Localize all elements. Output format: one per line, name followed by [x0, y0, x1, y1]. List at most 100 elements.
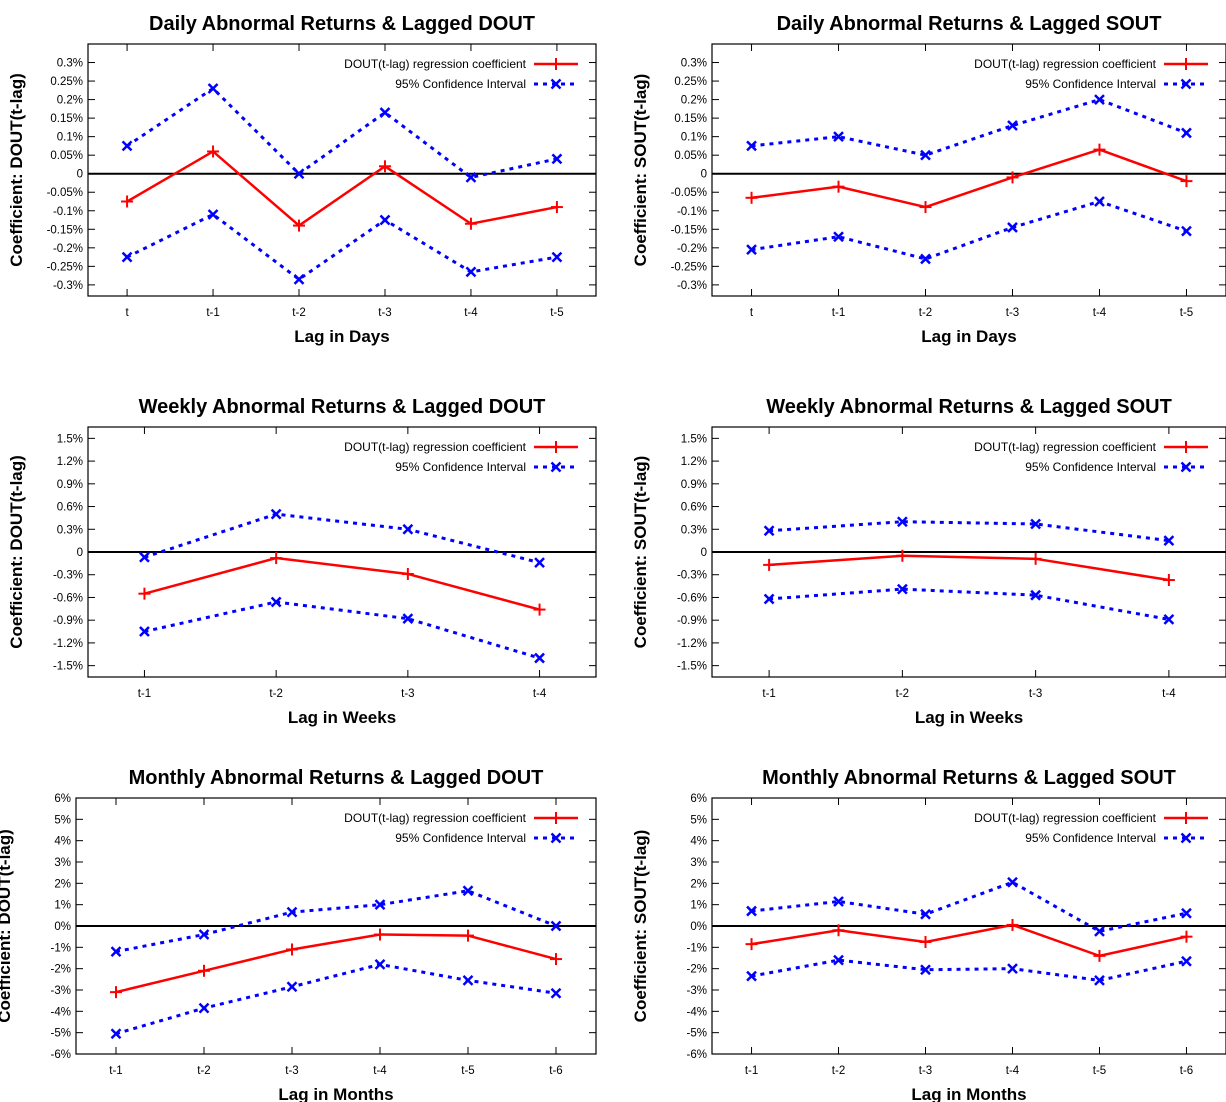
y-tick-label: 3% — [54, 857, 71, 869]
y-tick-label: 0.2% — [681, 95, 707, 107]
series-line-coefficient — [769, 554, 1170, 582]
series-line-ci_upper — [126, 86, 558, 180]
plot-frame — [87, 426, 597, 678]
y-tick-label: -6% — [687, 1049, 707, 1061]
x-tick-label: t-3 — [401, 688, 414, 700]
confidence-point — [551, 251, 563, 263]
series-line-ci_lower — [126, 212, 558, 282]
x-tick-label: t-1 — [832, 307, 845, 319]
confidence-point — [198, 1002, 210, 1014]
chart-panel-4: Weekly Abnormal Returns & Lagged SOUT Coe… — [631, 396, 1226, 727]
x-tick-label: t-2 — [896, 688, 909, 700]
series-line-ci_upper — [769, 520, 1170, 543]
y-tick-label: 0.25% — [50, 76, 83, 88]
y-tick-label: 0.15% — [50, 113, 83, 125]
coefficient-point — [1180, 930, 1193, 943]
coefficient-point — [1006, 918, 1019, 931]
y-tick-label: -1% — [687, 942, 707, 954]
chart-panel-3: Weekly Abnormal Returns & Lagged DOUT Coe… — [7, 396, 597, 727]
y-tick-label: -0.6% — [677, 592, 707, 604]
y-axis-label: Coefficient: SOUT(t-lag) — [631, 830, 650, 1023]
legend-coefficient-label: DOUT(t-lag) regression coefficient — [344, 57, 527, 71]
chart-panel-2: Daily Abnormal Returns & Lagged SOUT Coef… — [631, 13, 1226, 346]
y-tick-label: 0 — [77, 547, 83, 559]
y-tick-label: 6% — [690, 793, 707, 805]
y-tick-label: -0.3% — [53, 280, 83, 292]
coefficient-point — [550, 201, 563, 214]
y-tick-label: 1% — [54, 900, 71, 912]
y-tick-label: 1.5% — [57, 433, 83, 445]
series-line-coefficient — [751, 148, 1187, 209]
x-tick-label: t-6 — [1180, 1065, 1193, 1077]
y-tick-label: 5% — [54, 814, 71, 826]
series-line-coefficient — [115, 933, 557, 994]
x-tick-label: t — [750, 307, 754, 319]
x-tick-label: t-2 — [292, 307, 305, 319]
coefficient-point — [270, 552, 283, 565]
coefficient-point — [832, 924, 845, 937]
confidence-point — [550, 987, 562, 999]
y-tick-label: -0.3% — [677, 280, 707, 292]
y-tick-label: -1% — [51, 942, 71, 954]
confidence-point — [1094, 925, 1105, 937]
y-tick-label: -3% — [51, 985, 71, 997]
y-tick-label: -1.2% — [677, 638, 707, 650]
x-tick-label: t-4 — [1006, 1065, 1020, 1077]
plot-frame — [75, 797, 597, 1055]
series-line-coefficient — [144, 556, 540, 611]
coefficient-point — [745, 191, 758, 204]
coefficient-point — [533, 603, 546, 616]
confidence-point — [746, 244, 757, 256]
legend-coefficient-label: DOUT(t-lag) regression coefficient — [344, 811, 527, 825]
confidence-point — [1094, 975, 1105, 986]
x-tick-label: t-2 — [269, 688, 282, 700]
legend-ci-label: 95% Confidence Interval — [395, 460, 526, 474]
y-axis-label: Coefficient: SOUT(t-lag) — [631, 456, 650, 649]
legend-ci-label: 95% Confidence Interval — [395, 77, 526, 91]
confidence-point — [746, 140, 757, 152]
y-tick-label: -0.25% — [671, 261, 707, 273]
y-tick-label: 0 — [701, 547, 707, 559]
y-tick-label: -0.2% — [677, 243, 707, 255]
confidence-point — [139, 626, 150, 637]
coefficient-point — [1093, 143, 1106, 156]
confidence-point — [896, 583, 908, 595]
coefficient-point — [832, 180, 845, 193]
series-line-ci_upper — [143, 512, 540, 565]
confidence-point — [402, 523, 414, 535]
x-axis-label: Lag in Months — [911, 1085, 1026, 1102]
plot-frame — [711, 797, 1226, 1055]
legend-ci-label: 95% Confidence Interval — [1025, 460, 1156, 474]
confidence-point — [139, 551, 150, 563]
confidence-point — [293, 168, 305, 180]
coefficient-point — [286, 943, 298, 956]
confidence-point — [286, 906, 298, 918]
series-line-coefficient — [751, 923, 1187, 958]
confidence-point — [207, 209, 219, 220]
confidence-point — [379, 107, 391, 118]
coefficient-point — [462, 929, 474, 942]
x-tick-label: t-1 — [206, 307, 219, 319]
confidence-point — [1181, 907, 1192, 919]
legend-coefficient-marker — [1180, 58, 1192, 70]
y-tick-label: -0.9% — [677, 615, 707, 627]
coefficient-point — [1162, 574, 1175, 587]
legend-coefficient-label: DOUT(t-lag) regression coefficient — [344, 440, 527, 454]
coefficient-point — [1029, 552, 1042, 565]
x-tick-label: t-5 — [1180, 307, 1193, 319]
confidence-point — [1007, 876, 1018, 888]
y-tick-label: 1% — [690, 900, 707, 912]
confidence-point — [746, 970, 757, 982]
confidence-point — [270, 508, 282, 520]
chart-title: Daily Abnormal Returns & Lagged DOUT — [149, 13, 535, 35]
legend-ci-marker — [550, 832, 562, 844]
legend-coefficient-marker — [550, 58, 562, 70]
y-tick-label: 4% — [690, 836, 707, 848]
x-axis-label: Lag in Days — [921, 327, 1016, 346]
coefficient-point — [198, 964, 210, 977]
legend-ci-marker — [1180, 832, 1192, 844]
x-tick-label: t-4 — [464, 307, 478, 319]
confidence-point — [110, 946, 122, 957]
legend-coefficient-label: DOUT(t-lag) regression coefficient — [974, 57, 1157, 71]
